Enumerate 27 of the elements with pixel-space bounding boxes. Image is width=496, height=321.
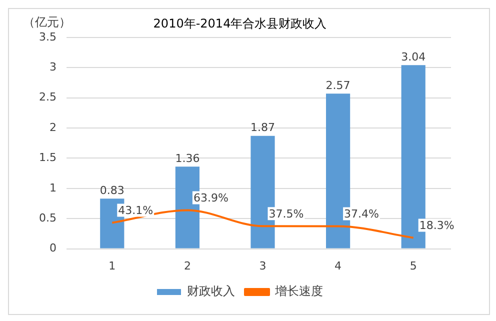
legend-label: 财政收入	[187, 284, 235, 298]
data-label: 63.9%	[193, 192, 228, 205]
x-tick-label: 2	[184, 259, 191, 272]
y-axis-title: （亿元）	[23, 15, 71, 30]
legend-label: 增长速度	[274, 284, 323, 298]
x-tick-label: 1	[108, 259, 116, 272]
y-tick-label: 2.5	[38, 90, 56, 104]
data-label: 2.57	[326, 78, 350, 92]
y-tick-label: 0.5	[38, 211, 56, 224]
x-tick-label: 4	[334, 259, 342, 272]
data-label: 3.04	[401, 50, 426, 64]
y-tick-label: 1.5	[38, 151, 56, 164]
data-label: 37.4%	[344, 208, 379, 221]
data-label: 1.87	[250, 121, 275, 134]
data-label: 43.1%	[118, 204, 154, 218]
y-tick-label: 0	[49, 242, 56, 255]
chart-title: 2010年-2014年合水县财政收入	[153, 16, 327, 30]
data-label: 18.3%	[419, 219, 454, 232]
y-tick-label: 2	[49, 120, 56, 134]
data-label: 0.83	[100, 184, 124, 198]
y-tick-label: 3.5	[38, 30, 56, 44]
data-label: 1.36	[175, 152, 200, 166]
x-tick-label: 5	[410, 259, 417, 272]
y-tick-label: 3	[49, 60, 56, 74]
y-tick-label: 1	[49, 181, 56, 194]
x-tick-label: 3	[259, 259, 266, 272]
data-label: 37.5%	[268, 208, 304, 221]
